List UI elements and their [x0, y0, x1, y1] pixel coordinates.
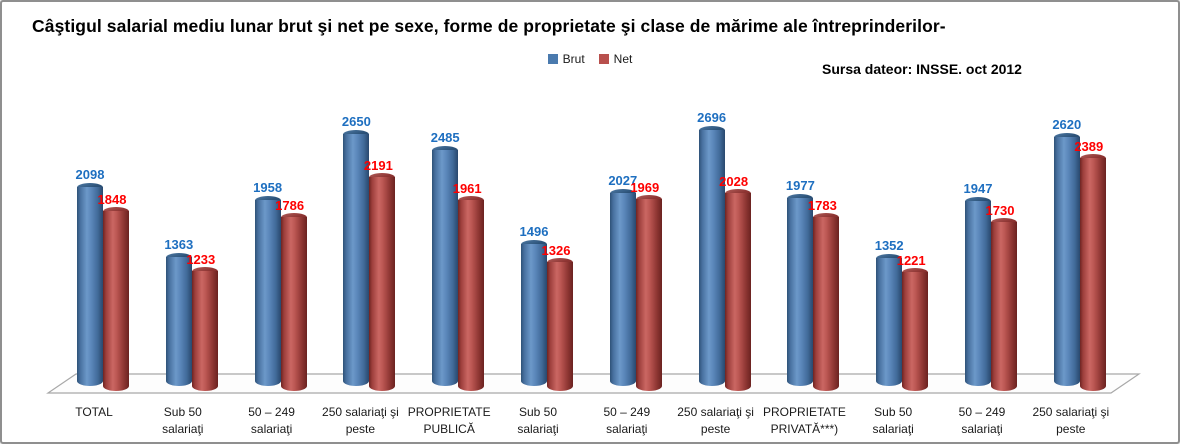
bar-body-brut	[698, 129, 725, 386]
bar-body-net	[458, 199, 485, 391]
category-label: Sub 50 salariaţi	[872, 405, 914, 436]
bar-body-brut	[165, 256, 192, 386]
bar-net	[1079, 154, 1106, 391]
value-label-net: 1969	[630, 180, 660, 196]
bar-body-net	[369, 177, 396, 391]
value-label-brut: 2696	[697, 109, 727, 125]
bar-body-net	[902, 271, 929, 391]
bar-brut	[965, 197, 991, 386]
value-label-net: 2389	[1074, 139, 1104, 155]
chart-floor	[46, 373, 1141, 394]
bar-brut	[165, 252, 192, 386]
value-label-net: 1848	[97, 191, 127, 207]
bar-body-net	[635, 199, 662, 391]
bar-body-brut	[254, 199, 281, 386]
bar-brut	[1053, 133, 1080, 386]
category-label: PROPRIETATE PRIVATĂ***)	[762, 405, 846, 436]
category-label: Sub 50 salariaţi	[517, 405, 559, 436]
category-label: 50 – 249 salariaţi	[248, 405, 295, 436]
value-label-net: 1326	[541, 242, 571, 258]
legend-label-brut: Brut	[562, 52, 585, 66]
bar-body-net	[103, 210, 129, 391]
category-label: 250 salariaţi şi peste	[1032, 405, 1110, 436]
value-label-net: 1730	[985, 203, 1015, 219]
value-label-net: 1786	[275, 197, 305, 213]
value-label-brut: 1977	[785, 178, 815, 194]
value-label-net: 1221	[896, 252, 926, 268]
bar-body-net	[191, 270, 218, 391]
category-label: 250 salariaţi şi peste	[677, 405, 754, 436]
bar-net	[280, 212, 307, 391]
value-label-net: 2028	[719, 174, 749, 190]
bar-brut	[77, 182, 103, 386]
value-label-brut: 2485	[430, 129, 460, 145]
value-label-brut: 1958	[253, 179, 283, 195]
bar-body-net	[724, 193, 751, 391]
bar-net	[369, 173, 396, 391]
value-label-brut: 1496	[519, 223, 549, 239]
bar-net	[991, 218, 1017, 391]
legend-label-net: Net	[613, 52, 633, 66]
value-label-brut: 2620	[1052, 117, 1082, 133]
value-label-net: 2191	[363, 158, 393, 174]
value-label-brut: 1947	[963, 181, 993, 197]
bar-net	[547, 257, 573, 391]
category-label: TOTAL	[75, 405, 113, 419]
category-label: 250 salariaţi şi peste	[322, 405, 399, 436]
bar-net	[103, 206, 129, 391]
legend: Brut Net	[2, 52, 1178, 66]
value-label-net: 1783	[807, 198, 837, 214]
bar-body-brut	[521, 243, 547, 386]
bar-body-net	[991, 222, 1017, 391]
value-label-brut: 1363	[164, 236, 194, 252]
chart-title: Câştigul salarial mediu lunar brut şi ne…	[32, 16, 946, 36]
source-note: Sursa dateor: INSSE. oct 2012	[822, 61, 1022, 77]
bar-net	[458, 195, 485, 391]
category-label: PROPRIETATE PUBLICĂ	[407, 405, 491, 436]
bar-brut	[254, 195, 281, 386]
bar-body-brut	[787, 198, 814, 386]
category-label: 50 – 249 salariaţi	[958, 405, 1006, 436]
bar-brut	[787, 194, 814, 386]
bar-net	[724, 189, 751, 391]
bar-body-brut	[1053, 137, 1080, 386]
value-label-net: 1233	[186, 251, 216, 267]
bar-brut	[432, 145, 459, 386]
bar-body-brut	[609, 193, 636, 386]
value-label-brut: 1352	[874, 237, 904, 253]
bar-brut	[521, 239, 547, 386]
bar-net	[191, 266, 218, 391]
legend-item-net: Net	[598, 52, 633, 66]
bar-net	[813, 213, 840, 391]
bar-body-brut	[432, 149, 459, 386]
legend-item-brut: Brut	[547, 52, 585, 66]
category-label: Sub 50 salariaţi	[162, 405, 204, 436]
bar-brut	[876, 253, 903, 386]
value-label-brut: 2650	[341, 114, 371, 130]
bar-net	[635, 195, 662, 391]
legend-swatch-brut-icon	[547, 54, 558, 64]
bar-body-brut	[965, 201, 991, 386]
bar-body-net	[547, 261, 573, 391]
value-label-net: 1961	[452, 180, 482, 196]
value-label-brut: 2098	[75, 166, 105, 182]
value-label-brut: 2027	[608, 173, 638, 189]
bar-net	[902, 267, 929, 391]
bar-body-net	[280, 216, 307, 391]
bar-brut	[343, 130, 370, 386]
bar-brut	[698, 125, 725, 386]
category-label: 50 – 249 salariaţi	[603, 405, 651, 436]
bar-body-net	[1079, 158, 1106, 391]
bar-body-brut	[876, 257, 903, 386]
legend-swatch-net-icon	[598, 54, 609, 64]
bar-body-brut	[77, 186, 103, 386]
bar-body-net	[813, 217, 840, 391]
bar-body-brut	[343, 134, 370, 386]
bar-brut	[609, 189, 636, 386]
